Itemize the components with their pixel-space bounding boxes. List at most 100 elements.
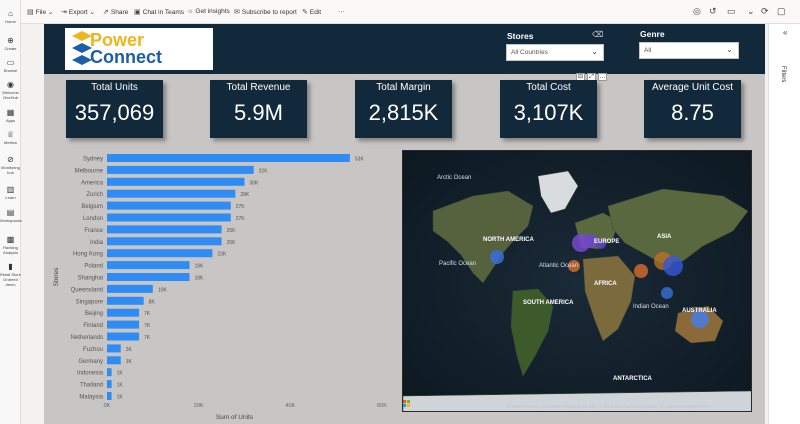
bar[interactable]	[107, 320, 140, 329]
nav-metrics[interactable]: ♕ Metrics	[4, 130, 17, 145]
nav-monitoring[interactable]: ⊘ Monitoring hub	[1, 155, 20, 175]
left-nav: ⌂ Home ⊕ Create ▭ Browse ◉ Welcome OneHub ▦ A…	[0, 0, 22, 424]
category-label: Poland	[84, 264, 103, 270]
reset-icon[interactable]: ↺	[709, 6, 717, 16]
category-label: France	[84, 228, 103, 234]
nav-apps[interactable]: ▦ Apps	[5, 108, 16, 123]
bubble-australia[interactable]	[691, 310, 709, 328]
nav-workspaces[interactable]: ▤ Workspaces	[0, 208, 22, 223]
collapse-icon[interactable]: «	[783, 28, 788, 37]
nav-create[interactable]: ⊕ Create	[4, 36, 17, 51]
label-antarctica: ANTARCTICA	[613, 376, 652, 382]
map-copyright[interactable]: © 2023 TomTom, Earthstar Geographics SIO…	[507, 404, 710, 409]
bar-chart-svg[interactable]: Sydney 53K Melbourne 32K America 30K Zurich 28K…	[44, 149, 394, 424]
bubble-europe-b[interactable]	[584, 234, 598, 248]
bar[interactable]	[107, 296, 144, 305]
bar[interactable]	[107, 177, 245, 186]
share-icon: ⇗	[103, 9, 109, 16]
workspaces-icon: ▤	[6, 208, 15, 217]
bubble-east-asia[interactable]	[663, 256, 683, 276]
subscribe-button[interactable]: ✉ Subscribe to report	[234, 9, 297, 16]
genre-dropdown[interactable]: All ⌄	[639, 42, 739, 59]
bar[interactable]	[107, 189, 236, 198]
bubble-india[interactable]	[634, 264, 648, 278]
onelake-icon: ◉	[7, 80, 14, 89]
bar[interactable]	[107, 261, 190, 270]
share-button[interactable]: ⇗ Share	[103, 9, 129, 16]
comment-icon[interactable]: ▢	[777, 6, 786, 16]
file-menu[interactable]: ▤ File ⌄	[27, 9, 54, 16]
world-map-visual[interactable]: Arctic Ocean NORTH AMERICA EUROPE ASIA P…	[402, 150, 752, 412]
bubble-middle-east[interactable]	[568, 260, 580, 272]
nav-learn[interactable]: ▥ Learn	[5, 185, 16, 200]
category-label: Singapore	[76, 299, 104, 305]
nav-retail-demo[interactable]: ▮ Retail Store Ordered demo	[0, 262, 21, 287]
bar[interactable]	[107, 344, 121, 353]
data-label: 7K	[144, 311, 151, 317]
teams-icon: ▣	[134, 9, 141, 16]
chevron-down-icon: ⌄	[726, 45, 733, 54]
bar[interactable]	[107, 380, 112, 389]
map-bubbles	[490, 234, 709, 328]
category-label: Zurich	[86, 192, 103, 198]
chat-teams-button[interactable]: ▣ Chat in Teams	[134, 9, 185, 16]
plus-icon: ⊕	[7, 36, 14, 45]
x-tick-label: 40K	[285, 403, 295, 409]
category-label: Sydney	[83, 157, 103, 163]
category-label: Germany	[78, 359, 103, 365]
bar[interactable]	[107, 273, 190, 281]
bar[interactable]	[107, 213, 231, 222]
nav-onehub[interactable]: ◉ Welcome OneHub	[2, 80, 19, 100]
bar[interactable]	[107, 332, 140, 341]
export-menu[interactable]: ⇥ Export ⌄	[61, 9, 95, 16]
bar[interactable]	[107, 308, 140, 317]
bar[interactable]	[107, 249, 213, 258]
category-label: Queensland	[71, 287, 103, 293]
bar[interactable]	[107, 201, 231, 210]
bar[interactable]	[107, 392, 112, 400]
genre-slicer-label: Genre	[640, 29, 665, 39]
data-label: 53K	[355, 157, 365, 163]
report-canvas: Power Connect Stores ⌫ All Countries ⌄ G…	[44, 24, 765, 424]
category-label: Indonesia	[77, 371, 104, 377]
view-icon[interactable]: ▭	[727, 6, 736, 16]
nav-browse[interactable]: ▭ Browse	[3, 58, 18, 73]
x-tick-label: 20K	[194, 403, 204, 409]
stores-dropdown[interactable]: All Countries ⌄	[506, 44, 604, 61]
category-label: Belgium	[81, 204, 103, 210]
data-label: 7K	[144, 335, 151, 341]
bar[interactable]	[107, 154, 350, 162]
bar[interactable]	[107, 225, 222, 234]
bar[interactable]	[107, 237, 222, 246]
bar[interactable]	[107, 165, 254, 174]
kpi-total-revenue: Total Revenue 5.9M	[210, 80, 307, 138]
bar[interactable]	[107, 356, 121, 365]
bar[interactable]	[107, 284, 153, 293]
bar[interactable]	[107, 368, 112, 377]
label-atlantic-ocean: Atlantic Ocean	[539, 263, 579, 269]
logo-mark-icon	[72, 31, 92, 65]
edit-button[interactable]: ✎ Edit	[302, 9, 322, 16]
kpi-total-cost: Total Cost 3,107K	[500, 80, 597, 138]
report-icon: ▮	[8, 262, 13, 271]
data-label: 3K	[126, 347, 133, 353]
bookmark-icon[interactable]: ◎	[693, 6, 701, 16]
nav-home[interactable]: ⌂ Home	[5, 9, 16, 24]
bubble-southeast-asia[interactable]	[661, 287, 673, 299]
more-options-icon[interactable]: …	[598, 73, 607, 81]
get-insights-button[interactable]: ☼ Get insights	[187, 8, 230, 15]
units-by-store-chart[interactable]: Sydney 53K Melbourne 32K America 30K Zurich 28K…	[44, 149, 394, 424]
label-pacific-ocean: Pacific Ocean	[439, 261, 477, 267]
data-label: 7K	[144, 323, 151, 329]
eraser-icon[interactable]: ⌫	[592, 30, 604, 39]
filters-pane[interactable]: « Filters	[768, 24, 800, 424]
bubble-america[interactable]	[490, 250, 504, 264]
stores-slicer-label: Stores	[507, 31, 534, 41]
data-label: 1K	[117, 395, 124, 401]
more-options-button[interactable]: ···	[338, 8, 345, 15]
category-label: Hong Kong	[73, 252, 103, 258]
bubble-europe-c[interactable]	[596, 239, 606, 249]
refresh-icon[interactable]: ⟳	[761, 6, 769, 16]
nav-ranking[interactable]: ▩ Ranking Analysis	[3, 235, 18, 255]
more-icon[interactable]: ⌄	[747, 6, 755, 16]
